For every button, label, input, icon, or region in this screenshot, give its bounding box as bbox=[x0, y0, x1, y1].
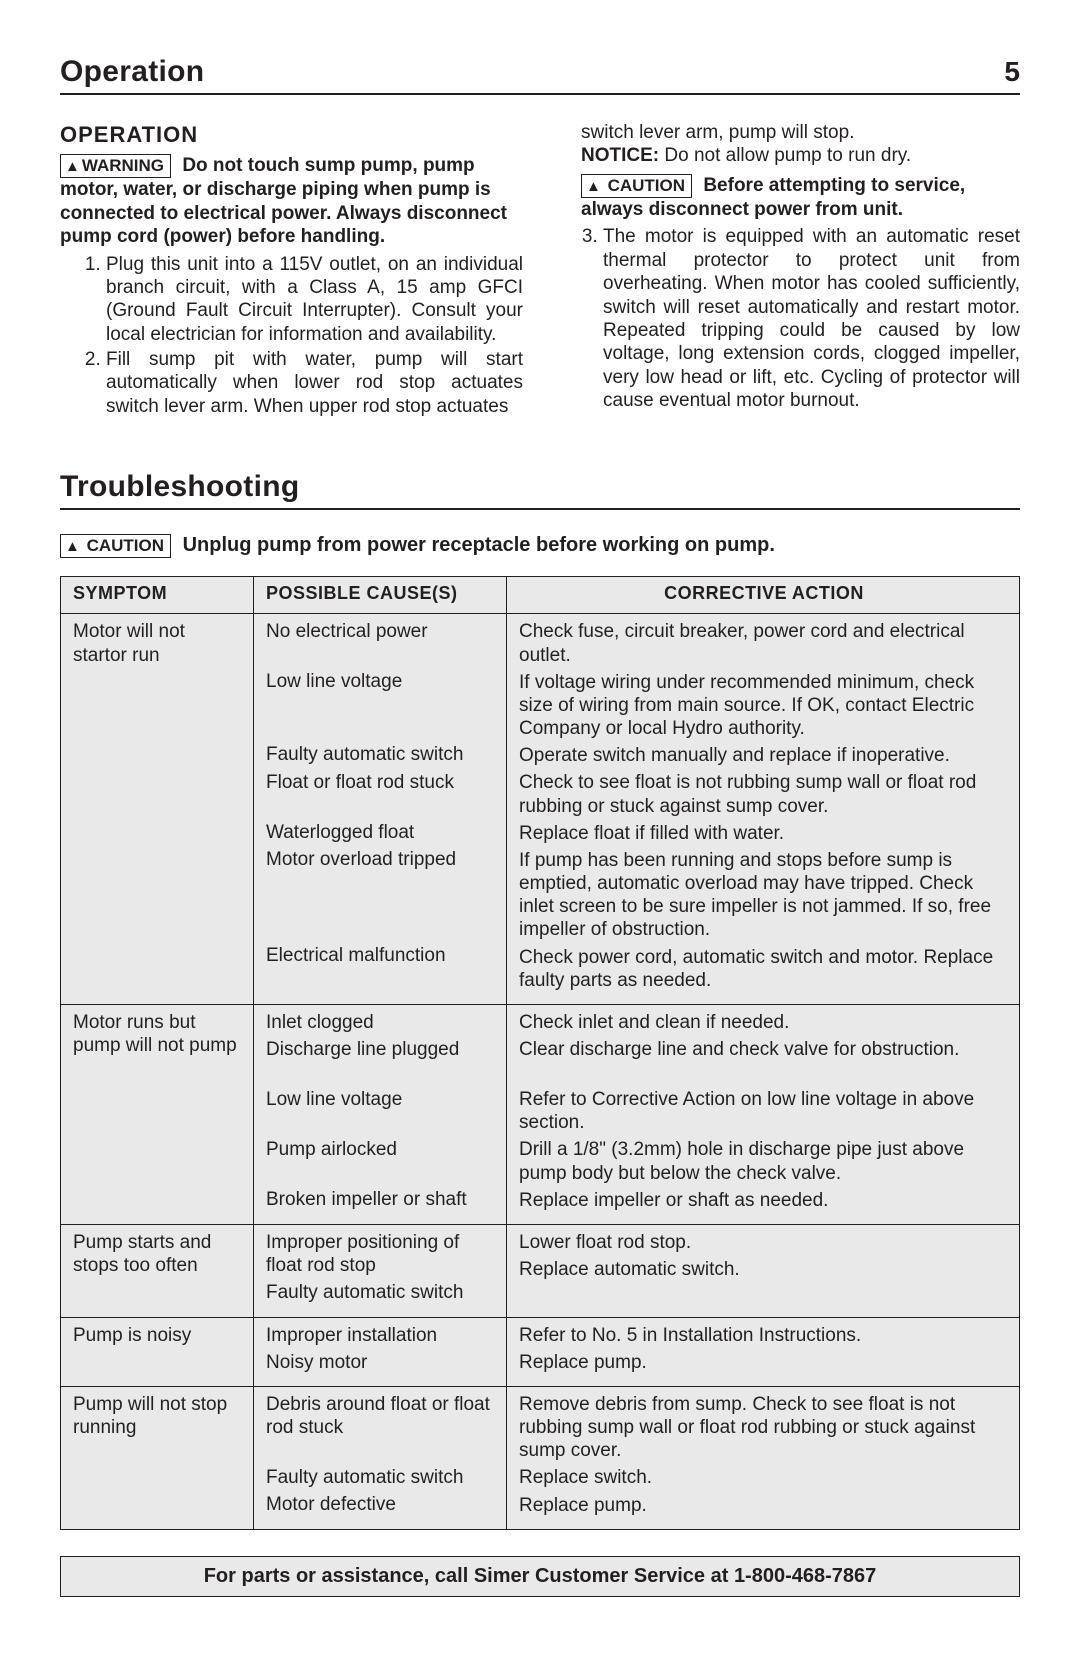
action-item: Replace pump. bbox=[519, 1351, 1009, 1374]
cause-item: Float or float rod stuck bbox=[266, 771, 496, 817]
caution-icon: ▲ bbox=[586, 178, 601, 195]
action-item: Replace impeller or shaft as needed. bbox=[519, 1189, 1009, 1212]
table-row: Motor will not startor runNo electrical … bbox=[61, 614, 1020, 1005]
symptom-cell: Pump is noisy bbox=[61, 1317, 254, 1386]
step2-cont-text: switch lever arm, pump will stop. bbox=[581, 122, 854, 143]
warning-block: ▲WARNING Do not touch sump pump, pump mo… bbox=[60, 154, 523, 248]
action-item: Replace switch. bbox=[519, 1466, 1009, 1489]
operation-col-right: switch lever arm, pump will stop. NOTICE… bbox=[557, 121, 1020, 420]
action-item: Operate switch manually and replace if i… bbox=[519, 744, 1009, 767]
action-item: Refer to Corrective Action on low line v… bbox=[519, 1088, 1009, 1134]
cause-item: Faulty automatic switch bbox=[266, 1466, 496, 1489]
action-cell: Remove debris from sump. Check to see fl… bbox=[507, 1386, 1020, 1529]
operation-step: Fill sump pit with water, pump will star… bbox=[106, 348, 523, 418]
operation-columns: OPERATION ▲WARNING Do not touch sump pum… bbox=[60, 121, 1020, 420]
cause-cell: Inlet clogged Discharge line pluggedLow l… bbox=[254, 1004, 507, 1224]
cause-item: Motor overload tripped bbox=[266, 848, 496, 940]
cause-item: Electrical malfunction bbox=[266, 944, 496, 990]
cause-item: Low line voltage bbox=[266, 1088, 496, 1134]
cause-item: No electrical power bbox=[266, 620, 496, 666]
cause-cell: Debris around float or float rod stuck Fa… bbox=[254, 1386, 507, 1529]
action-item: Lower float rod stop. bbox=[519, 1231, 1009, 1254]
page-title: Operation bbox=[60, 55, 204, 89]
cause-item: Waterlogged float bbox=[266, 821, 496, 844]
action-cell: Refer to No. 5 in Installation Instructi… bbox=[507, 1317, 1020, 1386]
operation-heading: OPERATION bbox=[60, 121, 523, 148]
warning-icon: ▲ bbox=[65, 158, 80, 175]
action-item: Replace float if filled with water. bbox=[519, 822, 1009, 845]
troubleshooting-heading: Troubleshooting bbox=[60, 470, 1020, 504]
operation-step: The motor is equipped with an automatic … bbox=[603, 225, 1020, 412]
manual-page: Operation 5 OPERATION ▲WARNING Do not to… bbox=[0, 0, 1080, 1669]
troubleshooting-table: SYMPTOM POSSIBLE CAUSE(S) CORRECTIVE ACT… bbox=[60, 576, 1020, 1529]
cause-cell: No electrical powerLow line voltage Fault… bbox=[254, 614, 507, 1005]
action-item: Drill a 1/8" (3.2mm) hole in discharge p… bbox=[519, 1138, 1009, 1184]
caution-block: ▲ CAUTION Before attempting to service, … bbox=[581, 174, 1020, 222]
action-item: Check fuse, circuit breaker, power cord … bbox=[519, 620, 1009, 666]
symptom-cell: Motor runs but pump will not pump bbox=[61, 1004, 254, 1224]
section-divider bbox=[60, 508, 1020, 510]
action-item: Remove debris from sump. Check to see fl… bbox=[519, 1393, 1009, 1463]
operation-steps-left: Plug this unit into a 115V outlet, on an… bbox=[60, 253, 523, 419]
symptom-cell: Pump will not stop running bbox=[61, 1386, 254, 1529]
table-row: Pump is noisy Improper installation Noisy … bbox=[61, 1317, 1020, 1386]
col-symptom: SYMPTOM bbox=[61, 577, 254, 614]
symptom-cell: Pump starts and stops too often bbox=[61, 1224, 254, 1317]
cause-item: Faulty automatic switch bbox=[266, 1281, 496, 1304]
notice-label: NOTICE: bbox=[581, 145, 659, 166]
action-item: If pump has been running and stops befor… bbox=[519, 849, 1009, 942]
troubleshooting-caution: ▲ CAUTION Unplug pump from power recepta… bbox=[60, 534, 1020, 558]
table-header-row: SYMPTOM POSSIBLE CAUSE(S) CORRECTIVE ACT… bbox=[61, 577, 1020, 614]
cause-item: Low line voltage bbox=[266, 670, 496, 739]
table-row: Motor runs but pump will not pumpInlet c… bbox=[61, 1004, 1020, 1224]
cause-item: Debris around float or float rod stuck bbox=[266, 1393, 496, 1462]
col-action: CORRECTIVE ACTION bbox=[507, 577, 1020, 614]
cause-item: Motor defective bbox=[266, 1493, 496, 1516]
action-item: If voltage wiring under recommended mini… bbox=[519, 671, 1009, 741]
action-cell: Check fuse, circuit breaker, power cord … bbox=[507, 614, 1020, 1005]
cause-item: Faulty automatic switch bbox=[266, 743, 496, 766]
cause-item: Pump airlocked bbox=[266, 1138, 496, 1184]
operation-steps-right: The motor is equipped with an automatic … bbox=[557, 225, 1020, 412]
notice-text: Do not allow pump to run dry. bbox=[659, 145, 911, 166]
action-cell: Check inlet and clean if needed. Clear di… bbox=[507, 1004, 1020, 1224]
action-cell: Lower float rod stop. Replace automatic s… bbox=[507, 1224, 1020, 1317]
footer-bar: For parts or assistance, call Simer Cust… bbox=[60, 1556, 1020, 1597]
cause-item: Improper positioning of float rod stop bbox=[266, 1231, 496, 1277]
cause-cell: Improper installation Noisy motor bbox=[254, 1317, 507, 1386]
action-item: Check power cord, automatic switch and m… bbox=[519, 946, 1009, 992]
step2-continuation: switch lever arm, pump will stop. NOTICE… bbox=[557, 121, 1020, 168]
cause-item: Discharge line plugged bbox=[266, 1038, 496, 1084]
symptom-cell: Motor will not startor run bbox=[61, 614, 254, 1005]
col-cause: POSSIBLE CAUSE(S) bbox=[254, 577, 507, 614]
action-item: Refer to No. 5 in Installation Instructi… bbox=[519, 1324, 1009, 1347]
cause-item: Improper installation bbox=[266, 1324, 496, 1347]
cause-item: Noisy motor bbox=[266, 1351, 496, 1374]
caution-icon: ▲ bbox=[65, 538, 80, 555]
action-item: Check to see float is not rubbing sump w… bbox=[519, 771, 1009, 817]
table-row: Pump starts and stops too oftenImproper … bbox=[61, 1224, 1020, 1317]
caution-label: ▲ CAUTION bbox=[60, 534, 171, 558]
action-item: Replace automatic switch. bbox=[519, 1258, 1009, 1281]
action-item: Clear discharge line and check valve for… bbox=[519, 1038, 1009, 1084]
action-item: Check inlet and clean if needed. bbox=[519, 1011, 1009, 1034]
troubleshooting-caution-text: Unplug pump from power receptacle before… bbox=[183, 534, 775, 556]
warning-label: ▲WARNING bbox=[60, 154, 171, 178]
cause-cell: Improper positioning of float rod stop Fa… bbox=[254, 1224, 507, 1317]
page-header: Operation 5 bbox=[60, 55, 1020, 95]
footer-text: For parts or assistance, call Simer Cust… bbox=[204, 1565, 877, 1587]
cause-item: Inlet clogged bbox=[266, 1011, 496, 1034]
cause-item: Broken impeller or shaft bbox=[266, 1188, 496, 1211]
action-item: Replace pump. bbox=[519, 1494, 1009, 1517]
operation-col-left: OPERATION ▲WARNING Do not touch sump pum… bbox=[60, 121, 523, 420]
operation-step: Plug this unit into a 115V outlet, on an… bbox=[106, 253, 523, 346]
caution-label: ▲ CAUTION bbox=[581, 174, 692, 198]
troubleshooting-section: Troubleshooting ▲ CAUTION Unplug pump fr… bbox=[60, 470, 1020, 1597]
table-row: Pump will not stop runningDebris around … bbox=[61, 1386, 1020, 1529]
page-number: 5 bbox=[1004, 56, 1020, 88]
